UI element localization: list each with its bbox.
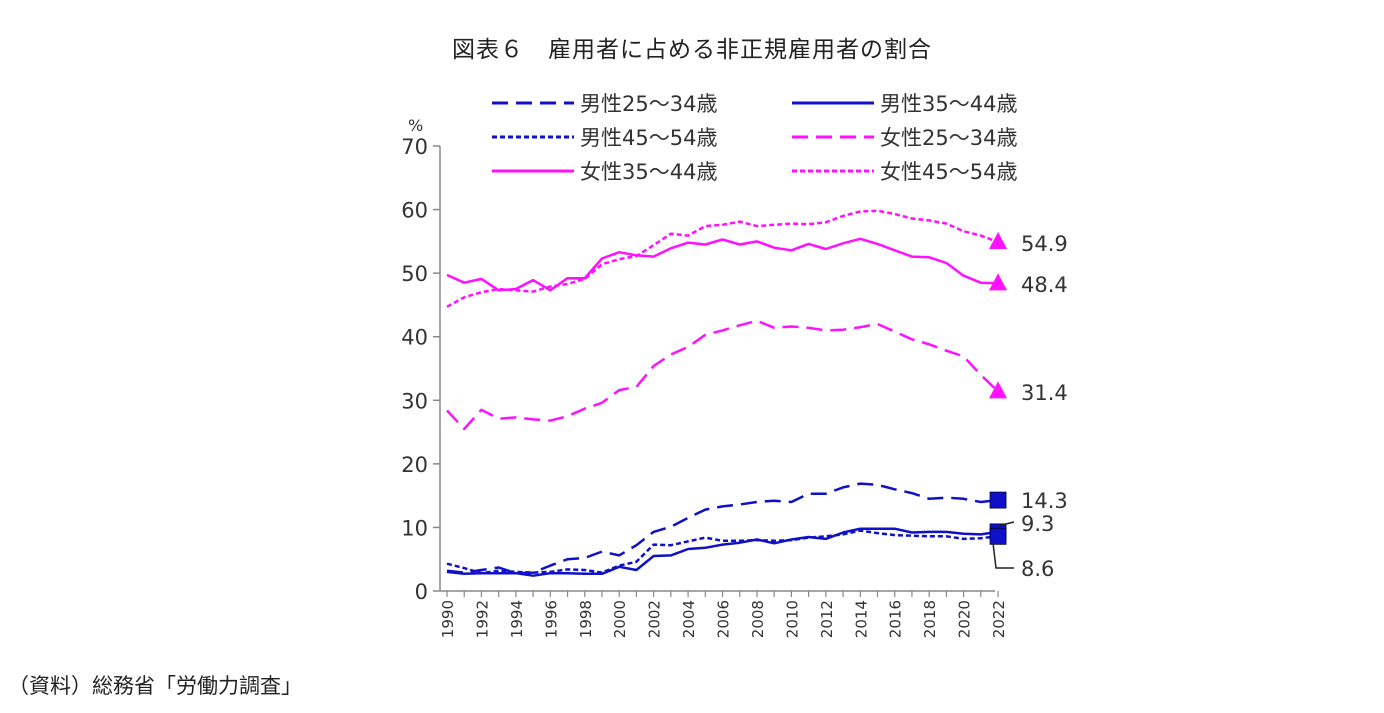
end-marker-3 bbox=[989, 527, 1007, 545]
legend-label-6: 女性45～54歳 bbox=[880, 160, 1017, 184]
x-tick-label: 2000 bbox=[611, 600, 629, 638]
axes: 0 10 20 30 40 50 60 70% 1990 1992 1994 1996 1998 2000… bbox=[401, 116, 1008, 638]
series-line-4 bbox=[446, 319, 999, 431]
legend-label-1: 男性25～34歳 bbox=[580, 92, 717, 116]
x-tick-label: 1996 bbox=[542, 600, 560, 638]
end-label-leader bbox=[992, 542, 1014, 569]
legend-label-3: 男性45～54歳 bbox=[580, 126, 717, 150]
y-tick-label: 0 bbox=[415, 580, 428, 604]
x-tick-label: 1990 bbox=[439, 600, 457, 638]
source-note: （資料）総務省「労働力調査」 bbox=[8, 674, 302, 698]
legend-label-2: 男性35～44歳 bbox=[880, 92, 1017, 116]
x-tick-label: 1992 bbox=[473, 600, 491, 638]
x-tick-label: 2010 bbox=[783, 600, 801, 638]
chart-title: 図表６ 雇用者に占める非正規雇用者の割合 bbox=[452, 37, 932, 63]
end-value-label: 48.4 bbox=[1021, 273, 1068, 297]
end-value-label: 8.6 bbox=[1021, 557, 1054, 581]
x-tick-label: 2014 bbox=[852, 600, 870, 638]
legend-label-5: 女性35～44歳 bbox=[580, 160, 717, 184]
end-marker-1 bbox=[989, 491, 1007, 509]
series-line-5 bbox=[446, 237, 999, 292]
y-tick-label: 30 bbox=[401, 389, 428, 413]
end-labels: 14.39.3 8.6 31.4 48.4 54.9 bbox=[989, 231, 1068, 581]
end-label-leader bbox=[997, 521, 1015, 527]
end-value-label: 54.9 bbox=[1021, 232, 1068, 256]
y-tick-label: 70 bbox=[401, 135, 428, 159]
y-tick-label: 10 bbox=[401, 516, 428, 540]
x-tick-label: 2008 bbox=[749, 600, 767, 638]
x-tick-label: 2012 bbox=[818, 600, 836, 638]
x-tick-label: 2018 bbox=[921, 600, 939, 638]
x-tick-label: 2002 bbox=[646, 600, 664, 638]
x-tick-label: 2020 bbox=[956, 600, 974, 638]
x-tick-label: 2022 bbox=[990, 600, 1008, 638]
end-marker-4 bbox=[989, 381, 1008, 399]
y-tick-label: 60 bbox=[401, 199, 428, 223]
x-tick-label: 2016 bbox=[887, 600, 905, 638]
series-lines bbox=[446, 209, 999, 577]
end-value-label: 31.4 bbox=[1021, 381, 1068, 405]
x-tick-label: 1994 bbox=[508, 600, 526, 638]
end-marker-6 bbox=[989, 231, 1008, 249]
y-tick-label: 50 bbox=[401, 262, 428, 286]
x-tick-label: 2004 bbox=[680, 600, 698, 638]
y-unit-label: % bbox=[408, 116, 423, 135]
legend-label-4: 女性25～34歳 bbox=[880, 126, 1017, 150]
series-line-1 bbox=[446, 482, 999, 575]
end-value-label: 14.3 bbox=[1021, 489, 1068, 513]
x-tick-label: 1998 bbox=[577, 600, 595, 638]
y-tick-label: 20 bbox=[401, 453, 428, 477]
end-marker-5 bbox=[989, 273, 1008, 291]
y-tick-label: 40 bbox=[401, 326, 428, 350]
series-line-2 bbox=[446, 527, 999, 577]
series-line-3 bbox=[446, 529, 999, 575]
series-line-6 bbox=[446, 209, 999, 308]
end-value-label: 9.3 bbox=[1021, 512, 1054, 536]
x-tick-label: 2006 bbox=[715, 600, 733, 638]
